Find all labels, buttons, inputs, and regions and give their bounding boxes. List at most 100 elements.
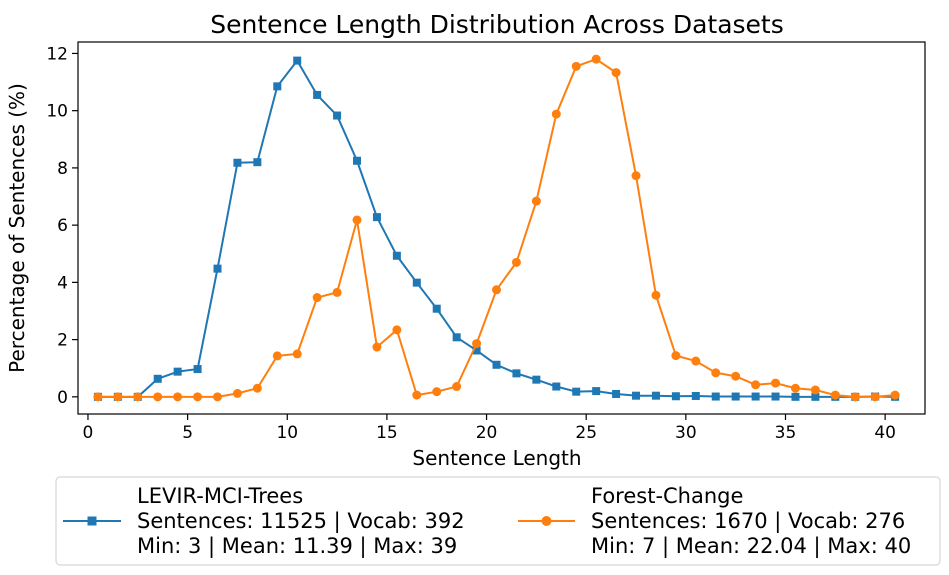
data-point (353, 156, 362, 165)
series-line-2 (97, 58, 896, 398)
x-axis: 0 5 10 15 20 25 30 35 40 (83, 414, 896, 443)
data-point (551, 109, 561, 119)
data-point (273, 82, 282, 91)
data-point (233, 158, 242, 167)
y-axis: 0 2 4 6 8 10 12 (46, 44, 78, 408)
chart-title: Sentence Length Distribution Across Data… (210, 10, 784, 39)
data-point (711, 368, 721, 378)
legend-label: Min: 3 | Mean: 11.39 | Max: 39 (137, 534, 457, 559)
data-point (612, 389, 621, 398)
data-point (232, 388, 242, 398)
y-tick-label: 4 (57, 273, 68, 293)
data-point (512, 369, 521, 378)
data-point (193, 392, 203, 402)
data-point (671, 392, 680, 401)
data-point (312, 293, 322, 303)
x-tick-label: 25 (575, 423, 597, 443)
series-line-1 (97, 59, 896, 398)
x-tick-label: 40 (874, 423, 896, 443)
data-point (412, 390, 422, 400)
data-point (452, 382, 462, 392)
data-point (571, 61, 581, 71)
data-point (213, 264, 222, 273)
data-point (651, 391, 660, 400)
legend-label: LEVIR-MCI-Trees (137, 484, 303, 508)
legend-marker (541, 516, 552, 526)
y-tick-label: 8 (57, 159, 68, 179)
data-point (113, 392, 123, 402)
data-point (313, 90, 322, 99)
data-point (631, 171, 641, 181)
y-tick-label: 2 (57, 331, 68, 351)
x-tick-label: 20 (476, 423, 498, 443)
data-point (472, 346, 481, 355)
y-axis-label: Percentage of Sentences (%) (5, 83, 29, 373)
data-point (751, 392, 760, 401)
data-point (293, 56, 302, 65)
data-point (173, 392, 183, 402)
data-point (771, 392, 780, 401)
data-point (432, 304, 441, 313)
data-point (791, 392, 800, 401)
data-point (492, 285, 502, 295)
data-point (392, 251, 401, 260)
x-tick-label: 0 (83, 423, 94, 443)
data-point (412, 278, 421, 287)
data-point (592, 387, 601, 396)
data-point (572, 387, 581, 396)
y-tick-label: 10 (46, 102, 68, 122)
legend-label: Sentences: 11525 | Vocab: 392 (137, 509, 465, 534)
data-point (292, 349, 302, 359)
data-point (253, 158, 262, 167)
data-point (671, 351, 681, 361)
data-point (810, 385, 820, 395)
data-point (511, 257, 521, 267)
data-point (93, 392, 103, 402)
data-point (771, 378, 781, 388)
x-tick-label: 10 (276, 423, 298, 443)
data-point (372, 213, 381, 222)
data-point (890, 390, 900, 400)
data-point (711, 392, 720, 401)
data-point (432, 387, 442, 397)
data-point (333, 111, 342, 120)
data-point (731, 371, 741, 381)
data-point (830, 390, 840, 400)
legend-label: Sentences: 1670 | Vocab: 276 (591, 509, 905, 534)
data-point (691, 356, 701, 366)
data-point (532, 375, 541, 384)
x-tick-label: 30 (675, 423, 697, 443)
data-point (591, 54, 601, 64)
data-point (731, 392, 740, 401)
data-point (751, 380, 761, 390)
data-point (651, 290, 661, 300)
data-point (133, 392, 143, 402)
x-axis-label: Sentence Length (412, 446, 581, 470)
data-point (252, 383, 262, 393)
y-tick-label: 6 (57, 216, 68, 236)
data-point (531, 196, 541, 206)
data-point (332, 287, 342, 297)
legend-label: Min: 7 | Mean: 22.04 | Max: 40 (591, 534, 911, 559)
x-tick-label: 15 (376, 423, 398, 443)
data-point (452, 333, 461, 342)
data-point (870, 392, 880, 402)
data-point (173, 367, 182, 376)
data-point (552, 382, 561, 391)
data-point (492, 360, 501, 369)
data-point (632, 391, 641, 400)
data-point (611, 68, 621, 78)
y-tick-label: 12 (46, 44, 68, 64)
data-point (392, 325, 402, 335)
data-point (272, 351, 282, 361)
data-point (213, 392, 223, 402)
data-point (472, 339, 482, 349)
y-tick-label: 0 (57, 388, 68, 408)
data-point (372, 342, 382, 352)
x-tick-label: 35 (775, 423, 797, 443)
data-point (691, 391, 700, 400)
legend-frame (55, 476, 941, 566)
x-tick-label: 5 (182, 423, 193, 443)
